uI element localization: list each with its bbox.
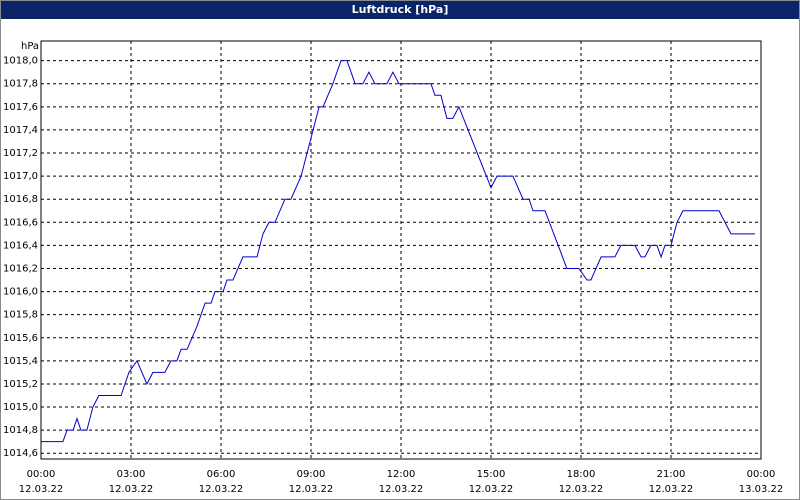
x-tick-label: 00:00 13.03.22 <box>738 469 784 495</box>
y-tick-label: 1016,6 <box>3 217 38 228</box>
x-tick-label: 09:00 12.03.22 <box>288 469 334 495</box>
y-tick-label: 1017,2 <box>3 148 38 159</box>
x-tick-label: 06:00 12.03.22 <box>198 469 244 495</box>
y-tick-label: 1016,8 <box>3 194 38 205</box>
x-tick-label: 18:00 12.03.22 <box>558 469 604 495</box>
y-tick-label: 1015,0 <box>3 402 38 413</box>
y-tick-label: 1016,4 <box>3 240 38 251</box>
y-tick-label: 1015,4 <box>3 356 38 367</box>
y-tick-label: 1017,4 <box>3 125 38 136</box>
x-tick-label: 03:00 12.03.22 <box>108 469 154 495</box>
y-tick-label: 1018,0 <box>3 56 38 67</box>
y-tick-label: 1017,8 <box>3 79 38 90</box>
y-tick-label: 1016,2 <box>3 263 38 274</box>
y-tick-label: 1015,6 <box>3 333 38 344</box>
y-tick-label: 1017,6 <box>3 102 38 113</box>
y-tick-label: 1014,6 <box>3 448 38 459</box>
chart-title: Luftdruck [hPa] <box>1 1 799 19</box>
x-tick-label: 12:00 12.03.22 <box>378 469 424 495</box>
y-tick-label: 1014,8 <box>3 425 38 436</box>
x-tick-label: 15:00 12.03.22 <box>468 469 514 495</box>
x-tick-label: 21:00 12.03.22 <box>648 469 694 495</box>
y-tick-label: 1017,0 <box>3 171 38 182</box>
y-tick-label: 1015,8 <box>3 310 38 321</box>
y-axis-label: hPa <box>21 41 39 52</box>
y-tick-label: 1016,0 <box>3 287 38 298</box>
x-tick-label: 00:00 12.03.22 <box>18 469 64 495</box>
data-line <box>41 60 755 443</box>
y-tick-label: 1015,2 <box>3 379 38 390</box>
